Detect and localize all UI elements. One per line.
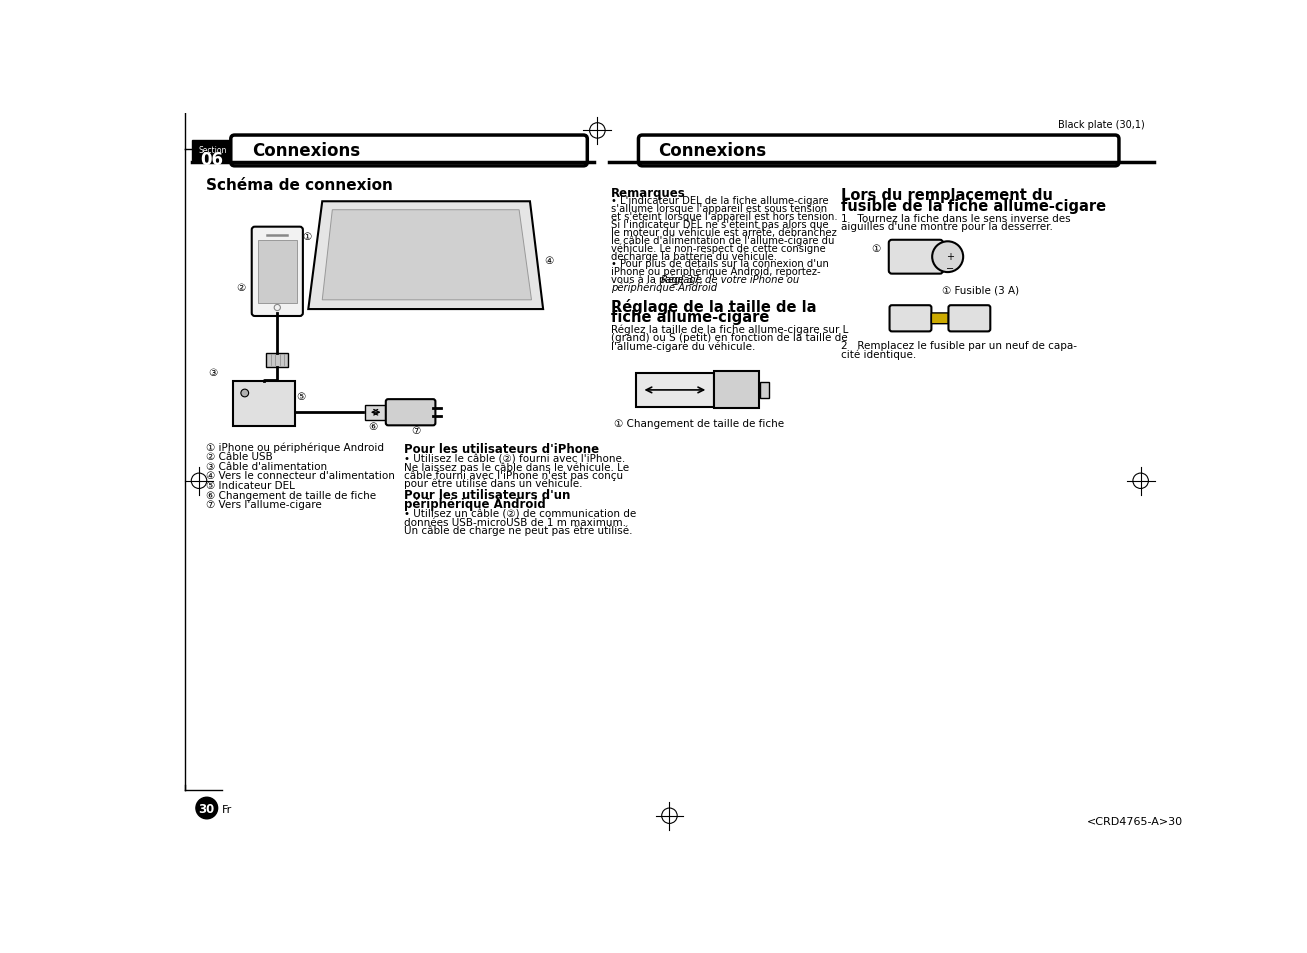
Text: fusible de la fiche allume-cigare: fusible de la fiche allume-cigare <box>842 199 1107 214</box>
Text: Pour les utilisateurs d'un: Pour les utilisateurs d'un <box>404 489 570 502</box>
Text: iPhone ou périphérique Android, reportez-: iPhone ou périphérique Android, reportez… <box>612 267 821 277</box>
Text: ② Câble USB: ② Câble USB <box>207 452 273 461</box>
Text: Connexions: Connexions <box>657 142 766 160</box>
Polygon shape <box>308 202 544 310</box>
Text: Schéma de connexion: Schéma de connexion <box>207 177 393 193</box>
Bar <box>233 382 295 427</box>
Text: décharge la batterie du véhicule.: décharge la batterie du véhicule. <box>612 251 778 261</box>
Text: 1   Tournez la fiche dans le sens inverse des: 1 Tournez la fiche dans le sens inverse … <box>842 213 1072 224</box>
Text: Black plate (30,1): Black plate (30,1) <box>1059 120 1145 130</box>
FancyBboxPatch shape <box>890 306 932 332</box>
Text: s'allume lorsque l'appareil est sous tension: s'allume lorsque l'appareil est sous ten… <box>612 204 827 213</box>
Bar <box>715 372 759 409</box>
Text: +: + <box>946 252 954 261</box>
Text: ⑥: ⑥ <box>369 422 378 432</box>
Bar <box>267 354 288 368</box>
FancyBboxPatch shape <box>252 228 303 316</box>
Text: Ne laissez pas le câble dans le véhicule. Le: Ne laissez pas le câble dans le véhicule… <box>404 461 629 472</box>
Text: ⑥ Changement de taille de fiche: ⑥ Changement de taille de fiche <box>207 490 376 500</box>
Text: ① iPhone ou périphérique Android: ① iPhone ou périphérique Android <box>207 442 384 453</box>
Text: ①: ① <box>872 244 881 253</box>
Bar <box>637 374 714 408</box>
Text: pour être utilisé dans un véhicule.: pour être utilisé dans un véhicule. <box>404 477 582 488</box>
Text: Fr: Fr <box>221 804 231 814</box>
Text: et s'éteint lorsque l'appareil est hors tension.: et s'éteint lorsque l'appareil est hors … <box>612 212 838 222</box>
FancyBboxPatch shape <box>889 240 944 274</box>
Text: ⑦ Vers l'allume-cigare: ⑦ Vers l'allume-cigare <box>207 499 322 510</box>
Circle shape <box>240 390 248 397</box>
FancyBboxPatch shape <box>231 136 587 167</box>
Text: • L'indicateur DEL de la fiche allume-cigare: • L'indicateur DEL de la fiche allume-ci… <box>612 196 829 206</box>
Text: fiche allume-cigare: fiche allume-cigare <box>612 310 770 325</box>
Text: Pour les utilisateurs d'iPhone: Pour les utilisateurs d'iPhone <box>404 443 599 456</box>
Text: Un câble de charge ne peut pas être utilisé.: Un câble de charge ne peut pas être util… <box>404 525 633 536</box>
Text: câble fourni avec l'iPhone n'est pas conçu: câble fourni avec l'iPhone n'est pas con… <box>404 470 622 480</box>
FancyBboxPatch shape <box>949 306 991 332</box>
Text: le câble d'alimentation de l'allume-cigare du: le câble d'alimentation de l'allume-ciga… <box>612 235 835 246</box>
Text: ⑤: ⑤ <box>297 392 306 401</box>
Text: ⑤ Indicateur DEL: ⑤ Indicateur DEL <box>207 480 295 491</box>
Text: ⑦: ⑦ <box>412 425 421 436</box>
Text: véhicule. Le non-respect de cette consigne: véhicule. Le non-respect de cette consig… <box>612 243 826 253</box>
Text: Lors du remplacement du: Lors du remplacement du <box>842 188 1053 203</box>
Text: Remarques: Remarques <box>612 187 686 199</box>
Text: données USB-microUSB de 1 m maximum.: données USB-microUSB de 1 m maximum. <box>404 517 626 527</box>
Text: −: − <box>946 264 954 274</box>
Text: 06: 06 <box>201 151 223 169</box>
Text: l'allume-cigare du véhicule.: l'allume-cigare du véhicule. <box>612 341 755 352</box>
Text: ③ Câble d'alimentation: ③ Câble d'alimentation <box>207 461 327 471</box>
Text: Réglez la taille de la fiche allume-cigare sur L: Réglez la taille de la fiche allume-ciga… <box>612 324 848 335</box>
Text: Section: Section <box>199 146 226 155</box>
Text: vous à la page 37,: vous à la page 37, <box>612 274 706 285</box>
Text: Connexions: Connexions <box>252 142 359 160</box>
FancyBboxPatch shape <box>932 314 949 324</box>
Text: cité identique.: cité identique. <box>842 349 916 359</box>
Text: Réglage de la taille de la: Réglage de la taille de la <box>612 299 817 314</box>
FancyBboxPatch shape <box>386 399 435 426</box>
Text: ④ Vers le connecteur d'alimentation: ④ Vers le connecteur d'alimentation <box>207 471 395 481</box>
Polygon shape <box>323 211 532 300</box>
Text: le moteur du véhicule est arrêté, débranchez: le moteur du véhicule est arrêté, débran… <box>612 227 836 237</box>
Text: ②: ② <box>237 283 246 293</box>
Text: • Pour plus de détails sur la connexion d'un: • Pour plus de détails sur la connexion … <box>612 258 829 269</box>
Bar <box>761 383 770 398</box>
Text: ① Changement de taille de fiche: ① Changement de taille de fiche <box>614 418 784 428</box>
FancyBboxPatch shape <box>638 136 1119 167</box>
Text: • Utilisez le câble (②) fourni avec l'iPhone.: • Utilisez le câble (②) fourni avec l'iP… <box>404 454 625 463</box>
Text: ④: ④ <box>545 256 554 266</box>
Bar <box>365 405 387 420</box>
Text: .: . <box>674 282 678 293</box>
Text: 30: 30 <box>199 801 214 815</box>
Text: Réglage de votre iPhone ou: Réglage de votre iPhone ou <box>661 274 799 285</box>
Text: ① Fusible (3 A): ① Fusible (3 A) <box>942 285 1019 295</box>
Text: • Utilisez un câble (②) de communication de: • Utilisez un câble (②) de communication… <box>404 509 637 519</box>
Text: ①: ① <box>302 232 311 242</box>
Text: <CRD4765-A>30: <CRD4765-A>30 <box>1087 817 1183 826</box>
Bar <box>257 240 297 304</box>
Text: aiguilles d'une montre pour la desserrer.: aiguilles d'une montre pour la desserrer… <box>842 222 1053 232</box>
Circle shape <box>196 798 218 819</box>
Text: périphérique Android: périphérique Android <box>404 497 545 511</box>
Text: 2   Remplacez le fusible par un neuf de capa-: 2 Remplacez le fusible par un neuf de ca… <box>842 340 1077 351</box>
Bar <box>192 140 233 161</box>
Text: Si l'indicateur DEL ne s'éteint pas alors que: Si l'indicateur DEL ne s'éteint pas alor… <box>612 219 829 230</box>
Text: ③: ③ <box>208 368 217 377</box>
Text: (grand) ou S (petit) en fonction de la taille de: (grand) ou S (petit) en fonction de la t… <box>612 333 848 343</box>
Circle shape <box>932 242 963 273</box>
Text: périphérique Android: périphérique Android <box>612 282 718 293</box>
